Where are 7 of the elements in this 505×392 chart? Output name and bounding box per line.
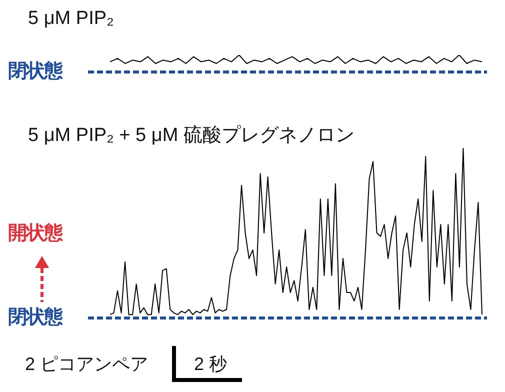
- text: 開状態: [8, 222, 62, 246]
- ref-line-label: 閉状態: [8, 306, 62, 330]
- text: 2 秒: [194, 353, 228, 376]
- ref-line-label: 閉状態: [8, 60, 62, 84]
- chart-title: 5 μM PIP₂: [28, 8, 114, 30]
- chart-title: 5 μM PIP₂ + 5 μM 硫酸プレグネノロン: [28, 124, 354, 148]
- text: 2 ピコアンペア: [25, 353, 148, 376]
